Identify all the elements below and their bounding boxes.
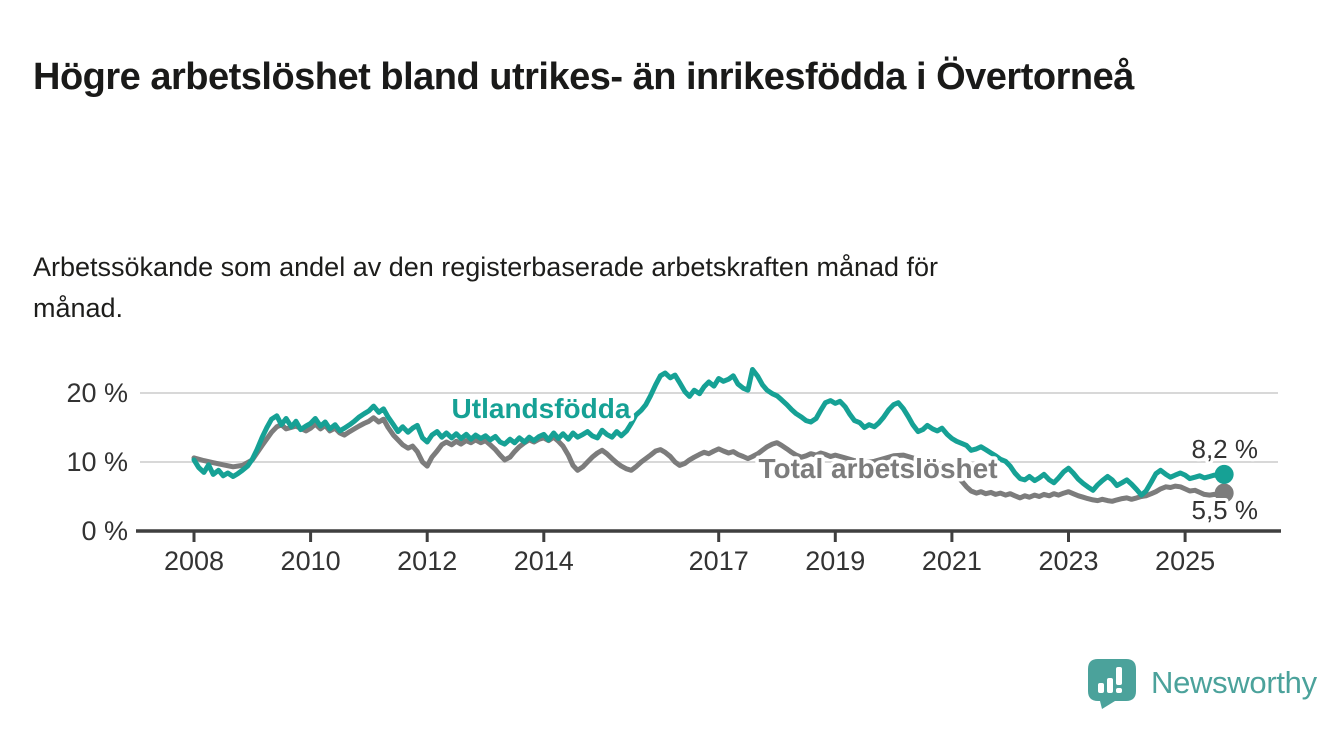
brand-name: Newsworthy: [1151, 665, 1317, 700]
x-tick-label-2010: 2010: [281, 546, 341, 576]
x-tick-label-2025: 2025: [1155, 546, 1215, 576]
bar-chart-speech-bubble-icon: [1088, 659, 1136, 709]
newsworthy-branding: Newsworthy: [1086, 656, 1317, 710]
y-tick-label-0: 0 %: [81, 516, 128, 546]
series-line-utlandsf-dda: [191, 367, 1227, 498]
end-dot-utlandsf-dda: [1214, 464, 1234, 484]
series-label-total: Total arbetslöshet: [758, 453, 997, 484]
end-dot-total-arbetsl-shet: [1214, 483, 1234, 503]
y-tick-label-10: 10 %: [66, 447, 128, 477]
series-lines: [191, 367, 1227, 504]
x-tick-label-2017: 2017: [689, 546, 749, 576]
x-tick-label-2014: 2014: [514, 546, 574, 576]
x-tick-label-2019: 2019: [805, 546, 865, 576]
x-axis-ticks: [192, 531, 1187, 542]
y-tick-label-20: 20 %: [66, 378, 128, 408]
series-label-utlandsfodda: Utlandsfödda: [452, 393, 631, 424]
x-tick-label-2023: 2023: [1038, 546, 1098, 576]
x-tick-label-2021: 2021: [922, 546, 982, 576]
chart-svg: 2008 2010 2012 2014 2017 2019 2021 2023 2025 20 …: [66, 367, 1281, 576]
x-axis-labels: 2008 2010 2012 2014 2017 2019 2021 2023 2025: [164, 546, 1215, 576]
x-tick-label-2012: 2012: [397, 546, 457, 576]
end-value-label-total: 5,5 %: [1192, 495, 1259, 525]
x-tick-label-2008: 2008: [164, 546, 224, 576]
series-line-total-arbetsl-shet: [191, 415, 1227, 504]
page-title: Högre arbetslöshet bland utrikes- än inr…: [33, 56, 1134, 99]
chart-subtitle: Arbetssökande som andel av den registerb…: [33, 252, 939, 323]
end-dots: [1214, 464, 1234, 503]
gridlines: [140, 392, 1278, 463]
y-axis-labels: 20 % 10 % 0 %: [66, 378, 128, 546]
line-chart: 2008 2010 2012 2014 2017 2019 2021 2023 2025 20 …: [0, 330, 1340, 600]
end-value-label-utlandsfodda: 8,2 %: [1192, 434, 1259, 464]
